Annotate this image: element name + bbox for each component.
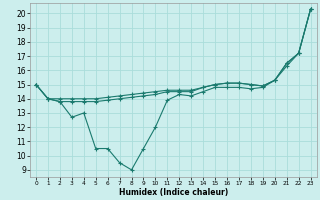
X-axis label: Humidex (Indice chaleur): Humidex (Indice chaleur) <box>119 188 228 197</box>
